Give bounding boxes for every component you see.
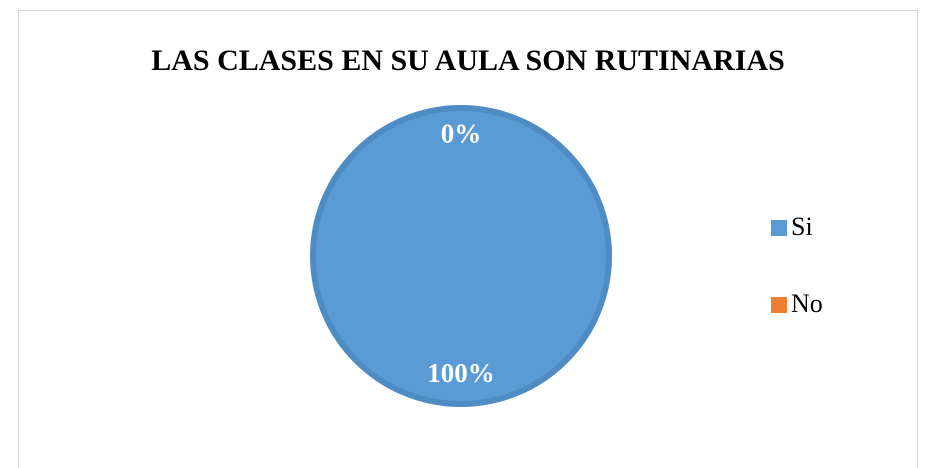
legend-swatch	[771, 220, 787, 236]
data-label: 0%	[441, 118, 482, 148]
pie-slice	[310, 105, 612, 407]
legend-label: No	[791, 289, 823, 318]
legend-label: Si	[791, 212, 813, 241]
legend-swatch	[771, 297, 787, 313]
data-label: 100%	[427, 358, 495, 388]
chart-title: LAS CLASES EN SU AULA SON RUTINARIAS	[151, 44, 785, 77]
